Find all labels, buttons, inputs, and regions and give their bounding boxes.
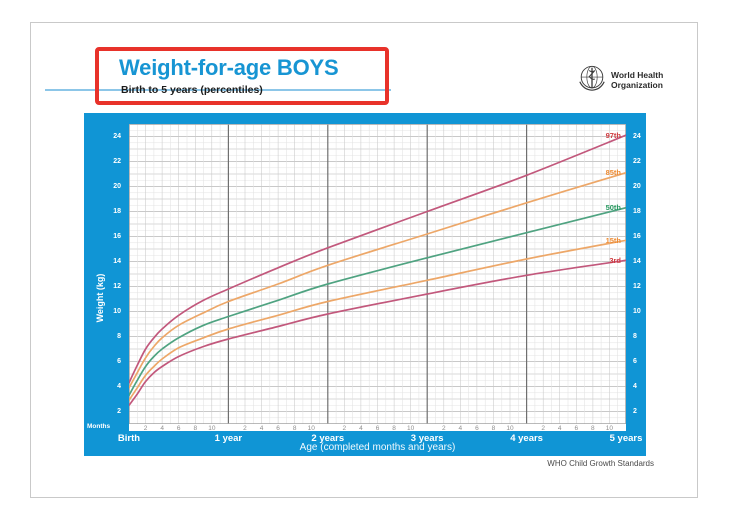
percentile-curve-97th bbox=[129, 134, 626, 384]
x-year-label-24: 2 years bbox=[311, 433, 345, 444]
y-tick-left-20: 20 bbox=[113, 182, 121, 190]
y-tick-left-12: 12 bbox=[113, 282, 121, 290]
y-tick-right-24: 24 bbox=[633, 132, 641, 140]
who-logo: World Health Organization bbox=[577, 63, 663, 98]
percentile-curve-50th bbox=[129, 206, 626, 397]
month-tick-14: 2 bbox=[243, 424, 247, 432]
slide: Weight-for-age BOYS Birth to 5 years (pe… bbox=[30, 22, 698, 498]
y-axis-title: Weight (kg) bbox=[95, 273, 105, 323]
percentile-curve-85th bbox=[129, 171, 626, 389]
y-tick-left-16: 16 bbox=[113, 232, 121, 240]
y-tick-left-18: 18 bbox=[113, 207, 121, 215]
page-subtitle: Birth to 5 years (percentiles) bbox=[121, 84, 263, 96]
y-tick-right-18: 18 bbox=[633, 207, 641, 215]
percentile-label-85th: 85th bbox=[605, 168, 621, 178]
y-tick-right-20: 20 bbox=[633, 182, 641, 190]
y-tick-left-22: 22 bbox=[113, 157, 121, 165]
month-tick-40: 4 bbox=[458, 424, 463, 432]
month-tick-16: 4 bbox=[259, 424, 264, 432]
month-tick-58: 10 bbox=[605, 424, 614, 432]
percentile-label-97th: 97th bbox=[605, 130, 621, 140]
percentile-label-50th: 50th bbox=[605, 203, 621, 213]
month-tick-56: 8 bbox=[591, 424, 595, 432]
percentile-label-15th: 15th bbox=[605, 235, 621, 245]
month-tick-52: 4 bbox=[557, 424, 562, 432]
y-tick-right-4: 4 bbox=[633, 382, 637, 390]
chart-canvas bbox=[129, 124, 626, 425]
x-axis-unit-label: Months bbox=[87, 423, 111, 430]
y-tick-right-10: 10 bbox=[633, 307, 641, 315]
month-tick-32: 8 bbox=[392, 424, 396, 432]
x-year-label-0: Birth bbox=[117, 433, 141, 444]
month-tick-54: 6 bbox=[574, 424, 579, 432]
y-tick-left-6: 6 bbox=[117, 357, 121, 365]
month-tick-50: 2 bbox=[541, 424, 545, 432]
y-tick-right-2: 2 bbox=[633, 407, 637, 415]
month-tick-28: 4 bbox=[359, 424, 363, 432]
x-year-label-48: 4 years bbox=[510, 433, 543, 444]
y-tick-right-14: 14 bbox=[633, 257, 641, 265]
plot-area: 97th 85th 50th 15th 3rd 2 4 6 8 10 2 4 6 8 10 2 4 6 8 10 2 4 6… bbox=[129, 124, 626, 432]
growth-chart: Weight (kg) Months 97th 85th 50th 15th 3rd 2 4… bbox=[84, 113, 646, 456]
title-underline-rule bbox=[45, 89, 391, 91]
y-tick-left-2: 2 bbox=[117, 407, 121, 415]
percentile-curve-3rd bbox=[129, 259, 626, 407]
percentile-curve-15th bbox=[129, 239, 626, 402]
month-tick-46: 10 bbox=[506, 424, 514, 432]
month-tick-6: 6 bbox=[176, 424, 181, 432]
month-tick-30: 6 bbox=[375, 424, 380, 432]
y-tick-right-12: 12 bbox=[633, 282, 641, 290]
y-tick-right-8: 8 bbox=[633, 332, 637, 340]
month-tick-20: 8 bbox=[292, 424, 297, 432]
month-tick-8: 8 bbox=[193, 424, 198, 432]
y-tick-right-6: 6 bbox=[633, 357, 637, 365]
y-tick-left-10: 10 bbox=[113, 307, 121, 315]
y-tick-right-16: 16 bbox=[633, 232, 641, 240]
who-emblem-icon bbox=[577, 63, 607, 98]
x-year-label-60: 5 years bbox=[609, 433, 643, 444]
y-tick-left-4: 4 bbox=[117, 382, 121, 390]
y-tick-left-8: 8 bbox=[117, 332, 121, 340]
month-tick-34: 10 bbox=[407, 424, 415, 432]
month-tick-42: 6 bbox=[475, 424, 479, 432]
who-logo-text: World Health Organization bbox=[611, 69, 664, 90]
x-axis-title: Age (completed months and years) bbox=[299, 442, 456, 453]
month-tick-2: 2 bbox=[143, 424, 148, 432]
y-tick-left-14: 14 bbox=[113, 257, 121, 265]
percentile-label-3rd: 3rd bbox=[609, 255, 621, 265]
y-tick-left-24: 24 bbox=[113, 132, 121, 140]
month-tick-38: 2 bbox=[441, 424, 446, 432]
month-tick-4: 4 bbox=[160, 424, 164, 432]
month-tick-22: 10 bbox=[307, 424, 315, 432]
month-tick-18: 6 bbox=[276, 424, 280, 432]
y-tick-right-22: 22 bbox=[633, 157, 641, 165]
month-tick-26: 2 bbox=[342, 424, 347, 432]
title-highlight-box: Weight-for-age BOYS Birth to 5 years (pe… bbox=[95, 47, 389, 105]
x-year-label-36: 3 years bbox=[410, 433, 444, 444]
footer-credit: WHO Child Growth Standards bbox=[547, 459, 654, 468]
month-tick-44: 8 bbox=[491, 424, 496, 432]
x-year-label-12: 1 year bbox=[214, 433, 243, 444]
month-tick-10: 10 bbox=[208, 424, 216, 432]
page-title: Weight-for-age BOYS bbox=[119, 55, 339, 80]
